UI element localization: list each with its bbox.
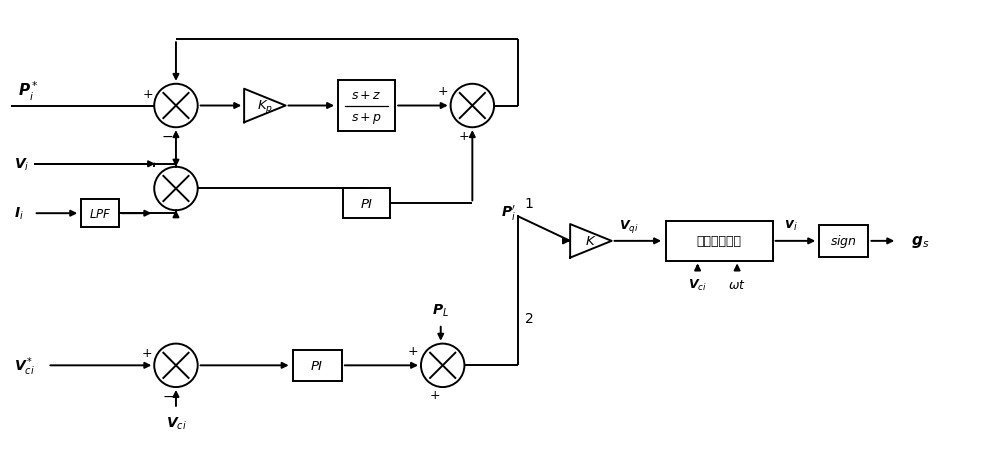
- Text: $PI$: $PI$: [310, 359, 324, 372]
- Bar: [81, 200, 119, 228]
- Bar: [338, 81, 395, 132]
- Circle shape: [154, 84, 198, 128]
- Text: $\boldsymbol{P}_i^*$: $\boldsymbol{P}_i^*$: [18, 79, 38, 102]
- Text: $\boldsymbol{g}_s$: $\boldsymbol{g}_s$: [911, 233, 929, 249]
- Text: $\boldsymbol{P}_i'$: $\boldsymbol{P}_i'$: [501, 203, 516, 222]
- Text: +: +: [408, 344, 418, 357]
- Circle shape: [421, 344, 464, 387]
- Text: +: +: [437, 84, 448, 98]
- Circle shape: [154, 344, 198, 387]
- Text: +: +: [430, 389, 440, 402]
- Bar: [666, 222, 773, 261]
- Text: $LPF$: $LPF$: [89, 207, 111, 220]
- Text: +: +: [143, 88, 154, 101]
- Polygon shape: [570, 224, 612, 258]
- Text: 交流电压合成: 交流电压合成: [697, 235, 742, 248]
- Text: $\boldsymbol{V}_{ci}$: $\boldsymbol{V}_{ci}$: [688, 277, 707, 292]
- Text: $\boldsymbol{I}_i$: $\boldsymbol{I}_i$: [14, 206, 24, 222]
- Text: $s+p$: $s+p$: [351, 111, 382, 126]
- Text: $\boldsymbol{v}_i$: $\boldsymbol{v}_i$: [784, 218, 797, 233]
- Polygon shape: [244, 90, 286, 123]
- Circle shape: [451, 84, 494, 128]
- Text: +: +: [458, 129, 469, 142]
- Text: $\boldsymbol{V}_{ci}$: $\boldsymbol{V}_{ci}$: [166, 414, 186, 431]
- Text: $-$: $-$: [162, 388, 174, 402]
- Text: +: +: [142, 346, 153, 359]
- Text: $\boldsymbol{P}_L$: $\boldsymbol{P}_L$: [432, 302, 449, 319]
- Bar: [293, 350, 342, 381]
- Text: $s+z$: $s+z$: [351, 89, 382, 102]
- Text: $K_p$: $K_p$: [257, 98, 273, 115]
- Text: $\boldsymbol{V}_{qi}$: $\boldsymbol{V}_{qi}$: [619, 217, 638, 234]
- Text: $\omega t$: $\omega t$: [728, 278, 746, 291]
- Text: $PI$: $PI$: [360, 197, 373, 210]
- Text: $sign$: $sign$: [830, 233, 857, 250]
- Text: $1$: $1$: [524, 197, 533, 211]
- Text: $\boldsymbol{V}_{ci}^*$: $\boldsymbol{V}_{ci}^*$: [14, 354, 35, 377]
- Text: $\boldsymbol{V}_i$: $\boldsymbol{V}_i$: [14, 156, 29, 173]
- Text: $K$: $K$: [585, 235, 597, 248]
- Bar: [343, 189, 390, 218]
- Circle shape: [154, 168, 198, 211]
- Bar: [819, 225, 868, 257]
- Text: $-$: $-$: [161, 129, 173, 143]
- Text: $2$: $2$: [524, 311, 533, 325]
